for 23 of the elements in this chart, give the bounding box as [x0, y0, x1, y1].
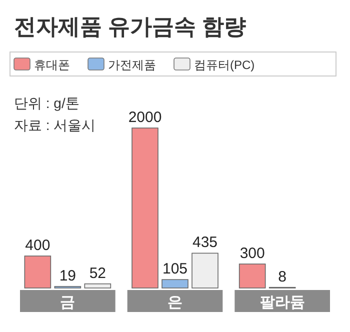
- legend-label: 휴대폰: [34, 58, 70, 72]
- bar: [192, 252, 218, 288]
- text: 단위 : g/톤: [14, 95, 80, 111]
- x-tick-label: 팔라듐: [260, 294, 305, 311]
- chart-title: 전자제품 유가금속 함량: [14, 14, 246, 39]
- legend-label: 컴퓨터(PC): [194, 58, 255, 72]
- data-label: 435: [192, 234, 218, 252]
- data-label: 300: [240, 245, 265, 262]
- bar: [162, 279, 188, 288]
- data-label: 400: [25, 237, 50, 254]
- bar: [24, 256, 52, 288]
- annotation: 자료 : 서울시: [14, 117, 96, 133]
- data-label: 105: [162, 260, 188, 278]
- data-label: 8: [278, 268, 287, 286]
- bar: [132, 128, 158, 288]
- x-tick-label: 금: [60, 294, 76, 311]
- bar: [238, 264, 266, 288]
- x-tick-label: 은: [168, 294, 182, 311]
- legend-label: 가전제품: [108, 58, 156, 72]
- bar: [84, 283, 112, 288]
- data-label: 2000: [128, 109, 162, 126]
- data-label: 52: [89, 264, 106, 282]
- data-label: 19: [59, 267, 76, 284]
